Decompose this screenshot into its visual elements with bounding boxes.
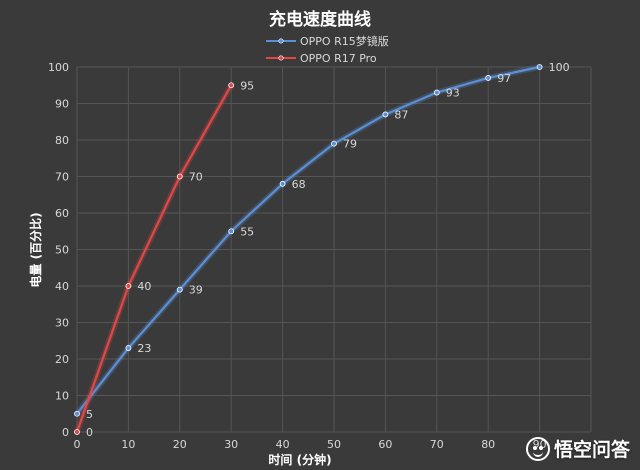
smiley-logo-icon [525, 436, 550, 461]
legend: OPPO R15梦镜版 OPPO R17 Pro [266, 34, 389, 65]
y-tick-label: 30 [55, 317, 69, 330]
watermark-text: 悟空问答 [553, 439, 630, 461]
data-point [228, 82, 235, 89]
y-tick-label: 0 [62, 426, 69, 439]
data-point [125, 345, 132, 351]
data-label: 70 [189, 171, 203, 184]
series-line [75, 84, 233, 433]
data-label: 0 [86, 426, 93, 439]
legend-marker [278, 38, 284, 44]
y-axis-label: 电量 (百分比) [28, 212, 43, 287]
data-label: 68 [292, 178, 306, 191]
legend-label: OPPO R17 Pro [300, 52, 377, 65]
watermark: 悟空问答 [525, 435, 630, 462]
data-point [228, 228, 235, 235]
x-tick-label: 40 [276, 438, 290, 451]
data-label: 100 [549, 61, 570, 74]
y-tick-label: 20 [55, 353, 69, 366]
y-tick-label: 100 [48, 61, 69, 74]
y-tick-label: 10 [55, 390, 69, 403]
data-point [176, 173, 183, 180]
series-1: 5 23 39 55 68 79 87 93 97 100 [74, 61, 570, 421]
x-tick-label: 80 [481, 438, 495, 451]
x-tick-label: 20 [173, 438, 187, 451]
data-label: 79 [343, 138, 357, 151]
data-point [433, 89, 440, 96]
data-label: 93 [446, 87, 460, 100]
data-label: 5 [86, 408, 93, 421]
series-layer: 5 23 39 55 68 79 87 93 97 100 0 40 70 95 [74, 61, 570, 439]
data-label: 97 [497, 72, 511, 85]
legend-item: OPPO R17 Pro [266, 52, 377, 65]
data-label: 87 [394, 108, 408, 121]
series-2: 0 40 70 95 [74, 79, 254, 439]
data-point [485, 75, 492, 81]
x-tick-label: 30 [224, 438, 238, 451]
data-point [382, 111, 389, 118]
series-line [76, 65, 540, 415]
y-tick-label: 60 [55, 207, 69, 220]
gridlines [76, 66, 592, 433]
y-tick-label: 40 [55, 280, 69, 293]
y-tick-label: 90 [55, 98, 69, 111]
series-line-glow [74, 64, 541, 416]
y-tick-label: 70 [55, 171, 69, 184]
data-point [74, 429, 80, 435]
x-tick-label: 0 [74, 438, 81, 451]
x-tick-label: 50 [327, 438, 341, 451]
legend-item: OPPO R15梦镜版 [266, 34, 389, 48]
x-axis-label: 时间 (分钟) [268, 452, 331, 467]
data-label: 95 [240, 79, 254, 92]
data-point [536, 64, 543, 70]
data-label: 40 [137, 280, 151, 293]
data-point [125, 283, 132, 289]
y-tick-label: 50 [55, 244, 69, 257]
y-tick-label: 80 [55, 134, 69, 147]
data-point [331, 140, 337, 147]
data-point [279, 180, 286, 187]
x-tick-label: 10 [121, 438, 135, 451]
data-point [74, 410, 80, 417]
data-point [176, 286, 183, 293]
x-tick-label: 70 [430, 438, 444, 451]
legend-marker [278, 55, 284, 61]
x-tick-label: 60 [378, 438, 392, 451]
chart-title: 充电速度曲线 [269, 9, 371, 30]
legend-label: OPPO R15梦镜版 [300, 34, 389, 48]
data-label: 39 [189, 284, 203, 297]
data-label: 23 [137, 342, 151, 355]
data-label: 55 [240, 225, 254, 238]
